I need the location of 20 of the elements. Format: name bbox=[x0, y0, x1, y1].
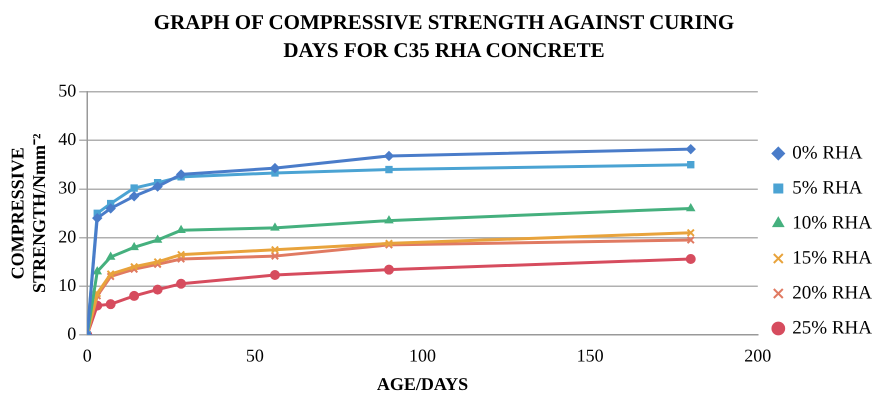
y-axis-title: COMPRESSIVE STRENGTH/Nmm⁻² bbox=[7, 134, 50, 294]
chart-title: GRAPH OF COMPRESSIVE STRENGTH AGAINST CURING DAYS FOR C35 RHA CONCRETE bbox=[152, 9, 736, 64]
x-tick-label: 200 bbox=[744, 345, 772, 366]
y-tick-label: 50 bbox=[58, 80, 76, 101]
y-tick-label: 40 bbox=[58, 129, 76, 150]
x-tick-label: 100 bbox=[409, 345, 436, 366]
x-tick-label: 50 bbox=[246, 345, 264, 366]
legend-label: 25% RHA bbox=[792, 317, 872, 338]
y-tick-label: 20 bbox=[58, 226, 76, 246]
legend-label: 15% RHA bbox=[792, 247, 872, 268]
y-tick-label: 30 bbox=[58, 178, 76, 198]
legend-label: 20% RHA bbox=[792, 282, 872, 304]
legend-label: 0% RHA bbox=[792, 142, 863, 164]
x-tick-label: 150 bbox=[576, 345, 604, 366]
y-tick-label: 10 bbox=[58, 274, 76, 295]
y-tick-label: 0 bbox=[67, 324, 76, 344]
legend-label: 10% RHA bbox=[792, 212, 872, 234]
legend-label: 5% RHA bbox=[792, 177, 863, 198]
x-axis-title: AGE/DAYS bbox=[376, 374, 468, 394]
x-tick-label: 0 bbox=[82, 345, 92, 366]
